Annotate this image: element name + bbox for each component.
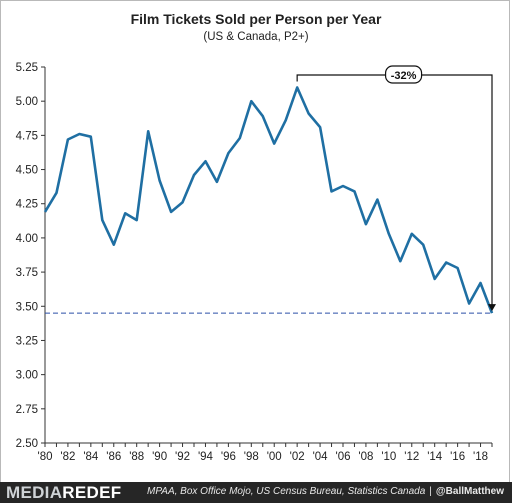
annotation-group: -32% (296, 65, 496, 312)
y-tick-label: 3.25 (16, 335, 38, 347)
data-point (319, 126, 322, 129)
series-line (43, 86, 494, 314)
data-point (353, 190, 356, 193)
data-point (227, 152, 230, 155)
data-point (170, 211, 173, 214)
x-tick-label: '18 (473, 451, 488, 463)
y-tick-label: 5.00 (16, 96, 38, 108)
x-tick-label: '00 (267, 451, 282, 463)
data-point (445, 261, 448, 264)
data-point (296, 86, 299, 89)
data-point (261, 115, 264, 118)
axes: 2.50 2.75 3.00 3.25 3.50 3.75 4.00 4.25 4.50 4.75… (16, 62, 493, 463)
data-point (410, 233, 413, 236)
data-point (147, 130, 150, 133)
data-point (376, 198, 379, 201)
x-tick-label: '12 (404, 451, 419, 463)
data-point (330, 190, 333, 193)
annotation-label: -32% (391, 70, 417, 82)
data-point (479, 282, 482, 285)
data-point (307, 112, 310, 115)
data-point (422, 243, 425, 246)
x-tick-label: '96 (221, 451, 236, 463)
x-tick-label: '14 (427, 451, 443, 463)
data-point (216, 181, 219, 184)
data-point (158, 179, 161, 182)
data-point (55, 191, 58, 194)
separator: | (429, 486, 432, 497)
source-credits: MPAA, Box Office Mojo, US Census Bureau,… (147, 486, 504, 497)
x-tick-label: '84 (83, 451, 99, 463)
x-tick-label: '94 (198, 451, 214, 463)
brand-logo: MEDIAREDEF (6, 483, 121, 502)
x-tick-label: '86 (106, 451, 121, 463)
author-handle: @BallMatthew (435, 486, 504, 497)
data-point (433, 278, 436, 281)
data-point (181, 201, 184, 204)
brand-dark: REDEF (62, 483, 122, 502)
data-point (90, 135, 93, 138)
data-point (456, 267, 459, 270)
data-point (193, 174, 196, 177)
x-tick-label: '98 (244, 451, 259, 463)
series-group (43, 86, 494, 315)
y-tick-label: 5.25 (16, 62, 38, 74)
data-point (399, 260, 402, 263)
x-tick-label: '16 (450, 451, 465, 463)
data-point (135, 219, 138, 222)
x-tick-label: '80 (38, 451, 53, 463)
data-point (204, 160, 207, 163)
annotation-label-box (384, 65, 423, 84)
x-tick-label: '08 (358, 451, 373, 463)
x-tick-label: '10 (381, 451, 396, 463)
y-tick-label: 4.00 (16, 233, 38, 245)
y-tick-label: 3.75 (16, 267, 38, 279)
source-text: MPAA, Box Office Mojo, US Census Bureau,… (147, 486, 426, 497)
y-tick-label: 2.75 (16, 404, 38, 416)
y-tick-label: 4.75 (16, 130, 38, 142)
chart-subtitle: (US & Canada, P2+) (203, 31, 309, 43)
data-point (124, 212, 127, 215)
x-tick-label: '02 (290, 451, 305, 463)
data-point (273, 142, 276, 145)
data-point (101, 219, 104, 222)
y-tick-label: 3.00 (16, 370, 38, 382)
data-point (468, 302, 471, 305)
y-tick-label: 4.25 (16, 199, 38, 211)
x-tick-label: '92 (175, 451, 190, 463)
data-point (342, 185, 345, 188)
data-point (284, 119, 287, 122)
data-point (491, 312, 494, 315)
footer-bar: MEDIAREDEF MPAA, Box Office Mojo, US Cen… (0, 482, 512, 503)
y-tick-label: 3.50 (16, 301, 38, 313)
chart-title: Film Tickets Sold per Person per Year (130, 11, 382, 27)
x-tick-label: '04 (313, 451, 329, 463)
y-tick-label: 2.50 (16, 438, 38, 450)
data-point (365, 223, 368, 226)
y-tick-label: 4.50 (16, 165, 38, 177)
data-point (388, 233, 391, 236)
data-point (78, 133, 81, 136)
data-point (250, 100, 253, 103)
x-tick-label: '90 (152, 451, 167, 463)
x-tick-label: '88 (129, 451, 144, 463)
line-chart: 2.50 2.75 3.00 3.25 3.50 3.75 4.00 4.25 4.50 4.75… (16, 62, 496, 463)
annotation-arrowhead (488, 304, 496, 312)
data-point (239, 137, 242, 140)
data-point (67, 138, 70, 141)
data-point (44, 211, 47, 214)
annotation-bracket (296, 74, 493, 306)
x-tick-label: '06 (336, 451, 351, 463)
x-tick-label: '82 (60, 451, 75, 463)
data-point (112, 243, 115, 246)
brand-light: MEDIA (6, 483, 63, 502)
